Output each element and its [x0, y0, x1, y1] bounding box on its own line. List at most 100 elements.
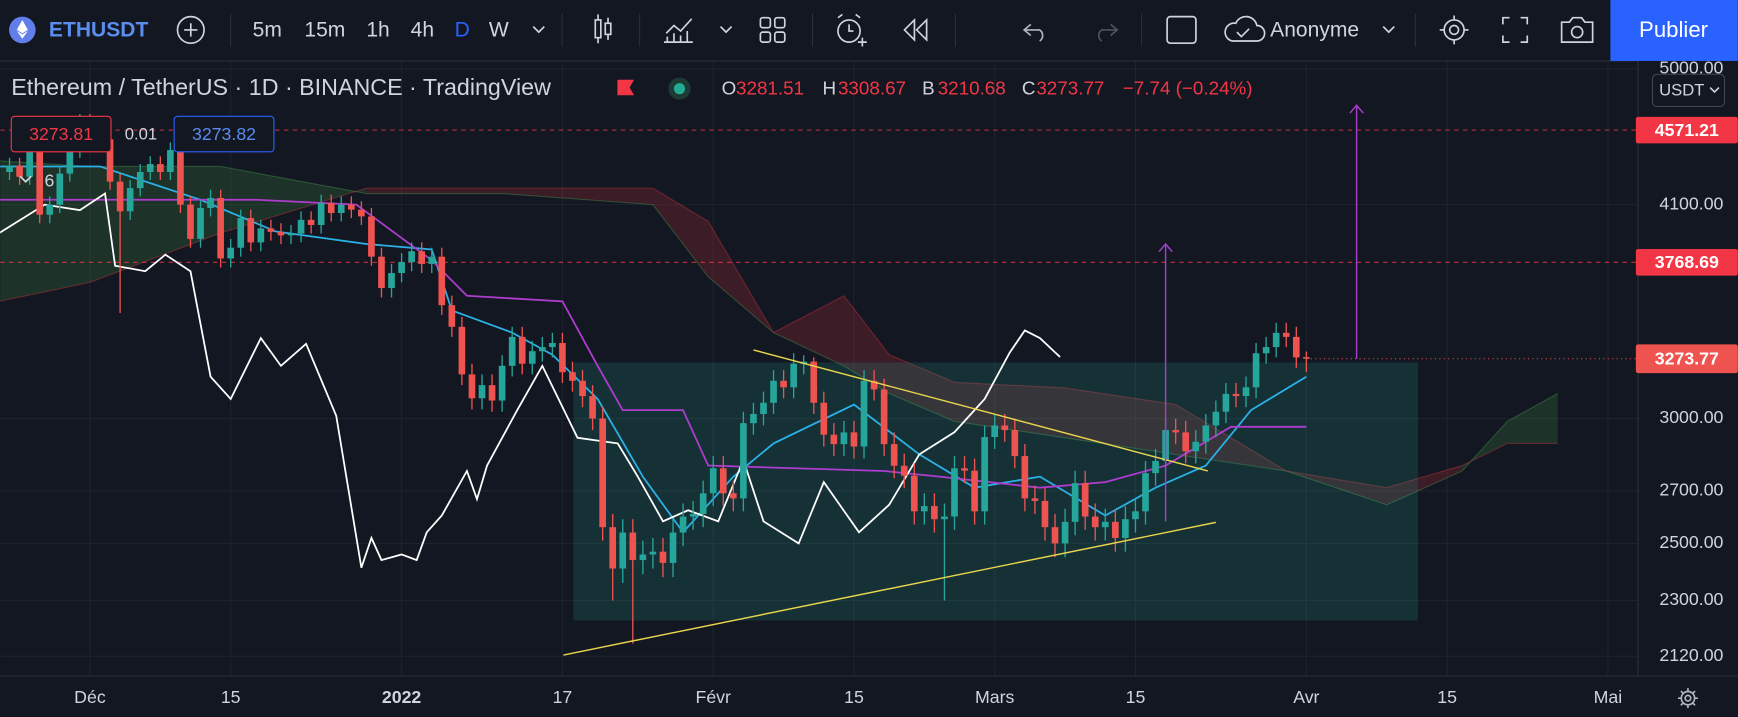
candle-body	[679, 516, 687, 533]
candle-body	[358, 209, 365, 217]
candle-body	[840, 432, 848, 445]
candle-body	[126, 188, 134, 212]
buy-box[interactable]	[173, 115, 275, 153]
candle-body	[1262, 347, 1270, 354]
x-tick-label: 15	[1437, 687, 1457, 707]
indicators-chevron[interactable]	[19, 175, 32, 183]
candle-body	[227, 247, 235, 259]
redo-icon[interactable]	[1097, 23, 1119, 42]
candle-body	[448, 305, 456, 327]
close-label: C	[1022, 78, 1036, 99]
candle-body	[1132, 511, 1139, 520]
x-tick-label: Déc	[74, 687, 106, 707]
candle-body	[418, 251, 426, 264]
cloud-segment	[1065, 387, 1176, 455]
y-tick-label: 2500.00	[1659, 532, 1723, 552]
x-tick-label: Févr	[696, 687, 732, 707]
candle-body	[699, 493, 707, 514]
cloud-segment	[1507, 393, 1558, 444]
symbol[interactable]: ETHUSDT	[49, 19, 149, 42]
candle-body	[66, 150, 74, 174]
y-tick-label: 3000.00	[1659, 407, 1723, 427]
candle-body	[408, 251, 415, 263]
candle-body	[187, 204, 194, 239]
interval-chevron[interactable]	[532, 26, 545, 34]
undo-icon[interactable]	[1022, 23, 1044, 42]
candle-body	[941, 516, 948, 520]
candle-body	[337, 204, 345, 214]
interval[interactable]: 4h	[411, 19, 434, 42]
publish-label: Publier	[1639, 17, 1709, 42]
cloud-save-icon[interactable]	[1224, 15, 1266, 42]
indicators-chevron[interactable]	[719, 26, 733, 34]
candle-body	[167, 150, 174, 173]
indicators-icon[interactable]	[663, 18, 693, 43]
interval[interactable]: 15m	[304, 19, 345, 42]
fullscreen-icon[interactable]	[1502, 16, 1529, 43]
alert-icon[interactable]	[837, 13, 867, 47]
account-chevron[interactable]	[1382, 26, 1395, 34]
cloud-segment	[652, 188, 709, 277]
candle-body	[709, 468, 717, 494]
account-name[interactable]: Anonyme	[1270, 19, 1359, 42]
candle-body	[569, 372, 576, 381]
cloud-segment	[366, 188, 503, 194]
cloud-segment	[1286, 470, 1387, 505]
candle-body	[1041, 500, 1049, 528]
replay-icon[interactable]	[903, 17, 928, 42]
candle-body	[488, 385, 496, 401]
interval[interactable]: 5m	[253, 19, 282, 42]
layout-icon[interactable]	[759, 16, 786, 43]
last-price-bg	[1635, 344, 1738, 374]
cloud-line	[0, 187, 1558, 489]
bid-price: 3273.81	[29, 124, 93, 144]
x-tick-label: Avr	[1293, 687, 1319, 707]
candle-body	[1051, 527, 1059, 544]
candle-body	[1202, 425, 1210, 442]
chart-type-icon[interactable]	[594, 14, 612, 44]
candle-body	[780, 380, 787, 388]
arrow-head	[1158, 242, 1173, 253]
candle-body	[16, 165, 23, 177]
overlays	[563, 104, 1639, 656]
candle-body	[287, 233, 295, 236]
y-tick-label: 5000.00	[1659, 57, 1723, 77]
currency-select[interactable]	[1651, 73, 1726, 107]
add-symbol-icon[interactable]	[176, 15, 205, 45]
candle-body	[921, 506, 928, 512]
ask-price: 3273.82	[192, 124, 256, 144]
cloud-segment	[1462, 421, 1508, 471]
candle-body	[1152, 460, 1159, 474]
candle-body	[528, 351, 536, 364]
x-tick-label: 15	[221, 687, 241, 707]
candle-body	[1242, 387, 1250, 397]
candle-body	[870, 380, 878, 390]
layout-button[interactable]	[1166, 15, 1197, 45]
trendline	[563, 521, 1217, 656]
x-tick-label: 17	[553, 687, 573, 707]
settings-button[interactable]	[1439, 15, 1469, 45]
candle-body	[26, 137, 33, 177]
candle-body	[740, 423, 747, 499]
candle-body	[428, 256, 436, 264]
y-tick-label: 2300.00	[1659, 589, 1723, 609]
candle-body	[1021, 456, 1029, 499]
currency-chevron	[1709, 86, 1720, 94]
sell-box[interactable]	[10, 115, 112, 153]
settings-icon[interactable]	[1677, 688, 1698, 709]
low-value: 3210.68	[938, 78, 1006, 99]
cloud-segment	[502, 188, 653, 205]
interval-active[interactable]: D	[455, 19, 470, 42]
candle-body	[1232, 393, 1240, 397]
publish-button[interactable]	[1610, 0, 1738, 61]
trendline	[753, 349, 1209, 472]
flag-icon[interactable]	[617, 79, 635, 96]
candle-body	[347, 204, 355, 210]
snapshot-icon[interactable]	[1560, 16, 1594, 43]
cloud-segment	[954, 382, 1066, 438]
interval[interactable]: W	[489, 19, 509, 42]
candle-body	[1112, 521, 1119, 538]
interval[interactable]: 1h	[366, 19, 389, 42]
candle-body	[1252, 353, 1260, 388]
